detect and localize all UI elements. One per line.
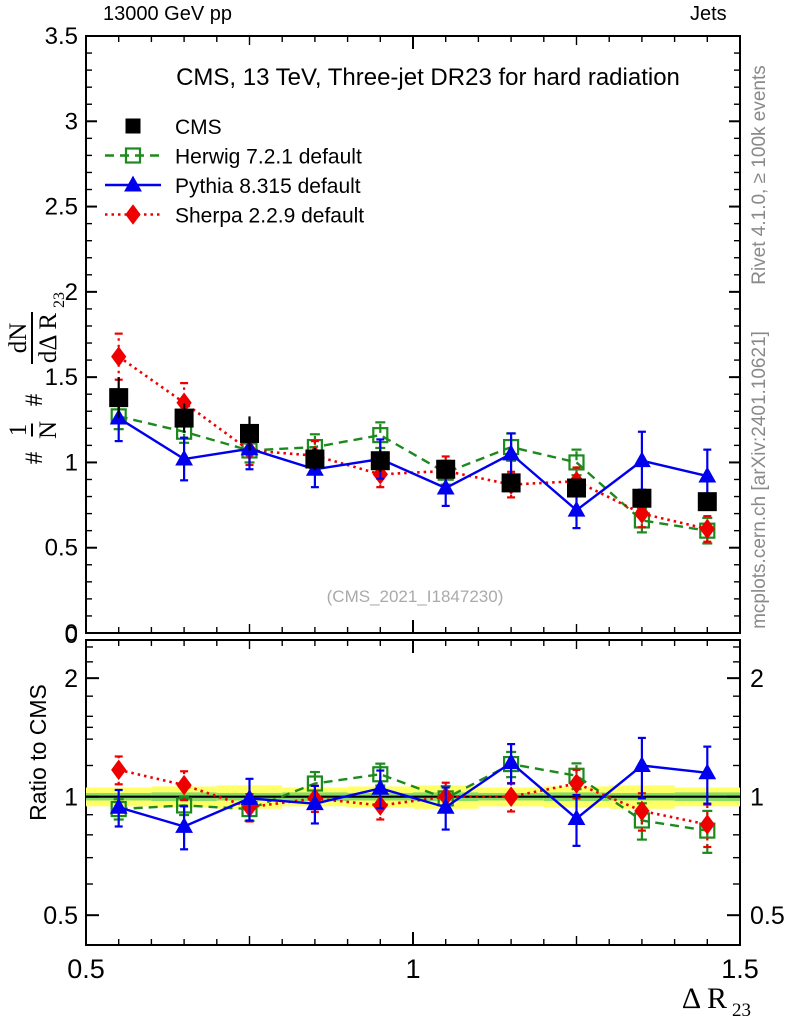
data-point-pythia [632,756,651,772]
ratio-ylabel: Ratio to CMS [25,684,51,821]
data-point-pythia [305,794,324,811]
data-point-sherpa [503,786,519,807]
data-point-pythia [175,817,194,833]
fraction-denominator: dΔ R [35,313,62,363]
legend-label: Sherpa 2.2.9 default [175,205,364,228]
data-point-sherpa [634,800,650,822]
data-point-pythia [502,444,521,461]
xtick-label: 1.5 [721,954,759,984]
data-point-sherpa [176,774,192,796]
data-point-cms [567,478,586,498]
data-point-sherpa [699,518,715,540]
data-point-sherpa [699,814,715,835]
main-ytick-label-zero: 0 [65,622,78,649]
ratio-ytick-label-right: 1 [750,784,764,812]
data-point-pythia [436,797,455,814]
data-point-pythia [436,478,455,495]
ylabel-fraction: dN dΔ R [5,312,62,364]
data-point-cms [305,449,325,469]
data-point-pythia [632,451,651,468]
data-point-cms [436,459,456,479]
fraction-numerator: dN [5,323,32,354]
watermark-label: (CMS_2021_I1847230) [327,587,504,606]
ylabel-hash: # [21,451,48,464]
series-line-pythia [118,761,708,828]
legend-marker-herwig [124,147,142,164]
legend-marker-pythia [124,175,142,192]
xtick-label: 1 [405,954,420,984]
rivet-version-label: Rivet 4.1.0, ≥ 100k events [749,65,770,285]
data-point-pythia [567,500,586,517]
data-point-cms [240,423,259,443]
series-line-sherpa [118,768,708,826]
main-ylabel-group: #1 N # dN dΔ R 23 [5,292,68,464]
mcplots-source-label: mcplots.cern.ch [arXiv:2401.10621] [749,331,770,629]
data-point-pythia [371,778,390,795]
data-point-pythia [175,449,194,466]
data-point-cms [501,473,521,493]
xtick-label: 0.5 [67,954,105,984]
xlabel-subscript: 23 [732,1000,751,1021]
data-point-pythia [502,753,521,770]
main-ytick-label: 1.5 [45,364,78,391]
main-ytick-label: 3 [65,108,78,135]
fraction-denominator: N [35,421,62,439]
data-point-cms [697,492,717,512]
legend-label: Herwig 7.2.1 default [175,146,362,169]
main-ytick-label: 2.5 [45,194,78,221]
ratio-ytick-label: 2 [64,665,78,693]
series-line-sherpa [117,355,708,531]
data-point-cms [174,408,194,428]
data-point-pythia [109,797,128,814]
data-point-cms [632,488,652,508]
main-ytick-label: 3.5 [45,23,78,50]
data-point-sherpa [634,503,650,524]
fraction-numerator: 1 [5,424,32,437]
main-panel: 0 0.5 1 1.5 2 2.5 3 3.5 CMS, 13 TeV, Three-jet D… [5,23,741,649]
data-point-herwig [568,454,585,471]
ratio-ytick-label-right: 0.5 [750,902,785,930]
main-ytick-label: 1 [65,449,78,476]
ratio-panel: 0.5 0.5 1 1 2 2 0.5 1 1.5 Ratio to CMS Δ R 23 [25,639,785,1021]
data-point-sherpa [111,346,127,367]
legend-label: CMS [175,116,222,139]
data-point-sherpa [568,773,585,794]
ylabel-subscript: 23 [51,292,68,308]
main-ytick-label: 0.5 [45,535,78,562]
ylabel-hash: # [21,393,48,406]
data-point-cms [370,451,390,471]
ratio-ytick-label: 0.5 [43,902,78,930]
series-line-herwig [118,415,708,532]
ratio-ytick-label: 1 [64,784,78,812]
data-point-pythia [698,466,717,483]
xlabel: Δ R [682,982,727,1015]
data-point-cms [109,388,129,408]
ratio-ytick-label-right: 2 [750,665,764,693]
legend-marker-sherpa [125,204,141,225]
data-point-pythia [567,809,586,825]
legend-label: Pythia 8.315 default [175,175,361,198]
series-line-pythia [118,417,708,512]
header-left: 13000 GeV pp [103,3,232,25]
main-ytick-label: 2 [65,279,78,306]
chart-title: CMS, 13 TeV, Three-jet DR23 for hard rad… [176,64,680,91]
data-point-sherpa [111,759,127,781]
legend-marker-cms [125,118,141,134]
header-right: Jets [690,3,727,25]
data-point-pythia [240,788,259,805]
data-point-pythia [698,763,717,780]
main-ytick-label: 0 [65,620,78,647]
